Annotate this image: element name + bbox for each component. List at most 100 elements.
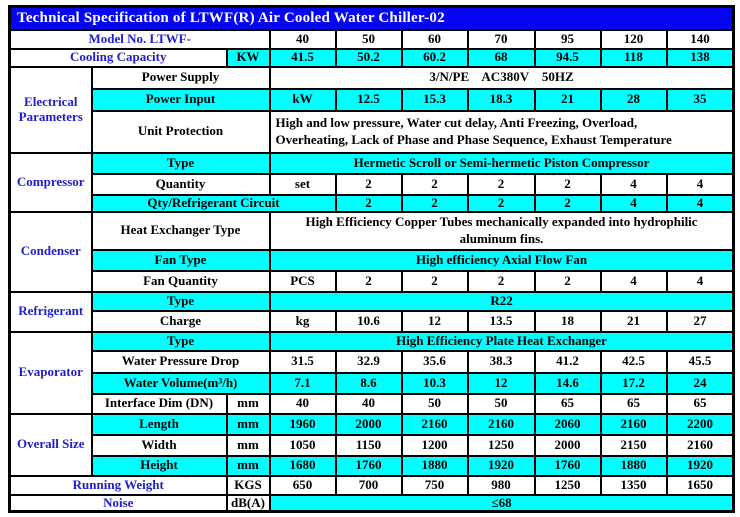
heat-exchanger-type-value: High Efficiency Copper Tubes mechanicall… — [268, 210, 735, 251]
cooling-capacity-value: 50.2 — [334, 47, 403, 68]
row-compressor-type: Compressor Type Hermetic Scroll or Semi-… — [8, 151, 735, 213]
length-unit: mm — [225, 412, 271, 436]
row-cooling-capacity: Cooling Capacity KW 41.5 50.2 60.2 68 94… — [8, 47, 735, 68]
row-compressor-quantity: Quantity set 2 2 2 2 4 4 4 — [10, 172, 735, 196]
water-pressure-drop-value: 32.9 — [334, 349, 403, 374]
power-input-value: 12.5 — [334, 87, 403, 112]
model-value: 60 — [400, 28, 469, 50]
power-input-value: 28 — [599, 87, 668, 112]
model-label: Model No. LTWF- — [8, 28, 271, 50]
height-value: 1920 — [665, 454, 735, 477]
qty-refrigerant-circuit-label: Qty/Refrigerant Circuit — [90, 193, 337, 213]
refrigerant-type-label: Type — [90, 290, 271, 312]
water-pressure-drop-value: 41.2 — [533, 349, 602, 374]
width-value: 1050 — [268, 433, 337, 457]
row-running-weight: Running Weight KGS 650 700 750 980 1250 … — [8, 474, 735, 496]
row-fan-type: Fan Type High efficiency Axial Flow Fan — [10, 248, 735, 272]
qty-refrigerant-circuit-value: 2 — [334, 193, 403, 213]
group-compressor: Compressor — [8, 151, 93, 213]
length-value: 2160 — [400, 412, 469, 436]
length-label: Length — [90, 412, 228, 436]
row-height: Height mm 1680 1760 1880 1920 1760 1880 … — [10, 454, 735, 477]
row-noise: Noise dB(A) ≤68 — [8, 493, 735, 513]
qty-refrigerant-circuit-value: 2 — [466, 193, 536, 213]
interface-dim-value: 50 — [466, 392, 536, 415]
group-electrical-parameters: Electrical Parameters — [8, 65, 93, 154]
unit-protection-line1: High and low pressure, Water cut delay, … — [275, 114, 638, 130]
refrigerant-charge-value: 13.5 — [466, 309, 536, 333]
unit-protection-label: Unit Protection — [90, 109, 271, 154]
width-value: 1150 — [334, 433, 403, 457]
noise-unit: dB(A) — [225, 493, 271, 513]
fan-quantity-value: 4 — [665, 269, 735, 293]
row-heat-exchanger-type: Condenser Heat Exchanger Type High Effic… — [8, 210, 735, 293]
power-input-value: 21 — [533, 87, 602, 112]
length-value: 2160 — [599, 412, 668, 436]
interface-dim-value: 40 — [268, 392, 337, 415]
cooling-capacity-value: 41.5 — [268, 47, 337, 68]
title-row: Technical Specification of LTWF(R) Air C… — [8, 5, 735, 31]
length-value: 1960 — [268, 412, 337, 436]
qty-refrigerant-circuit-value: 4 — [665, 193, 735, 213]
water-pressure-drop-label: Water Pressure Drop — [90, 349, 271, 374]
compressor-quantity-value: 4 — [665, 172, 735, 196]
height-value: 1880 — [400, 454, 469, 477]
width-value: 2160 — [665, 433, 735, 457]
unit-protection-value: High and low pressure, Water cut delay, … — [268, 109, 735, 154]
height-value: 1760 — [334, 454, 403, 477]
water-volume-value: 24 — [665, 371, 735, 395]
qty-refrigerant-circuit-value: 4 — [599, 193, 668, 213]
heat-exchanger-line1: High Efficiency Copper Tubes mechanicall… — [305, 213, 698, 229]
cooling-capacity-value: 118 — [599, 47, 668, 68]
height-label: Height — [90, 454, 228, 477]
row-power-supply: Electrical Parameters Power Supply 3/N/P… — [8, 65, 735, 154]
refrigerant-charge-value: 21 — [599, 309, 668, 333]
refrigerant-charge-value: 10.6 — [334, 309, 403, 333]
fan-quantity-value: 2 — [334, 269, 403, 293]
water-pressure-drop-value: 31.5 — [268, 349, 337, 374]
running-weight-label: Running Weight — [8, 474, 228, 496]
row-water-pressure-drop: Water Pressure Drop 31.5 32.9 35.6 38.3 … — [10, 349, 735, 374]
qty-refrigerant-circuit-value: 2 — [400, 193, 469, 213]
model-value: 140 — [665, 28, 735, 50]
refrigerant-charge-unit: kg — [268, 309, 337, 333]
water-pressure-drop-value: 38.3 — [466, 349, 536, 374]
cooling-capacity-value: 94.5 — [533, 47, 602, 68]
compressor-type-value: Hermetic Scroll or Semi-hermetic Piston … — [268, 151, 735, 175]
compressor-quantity-value: 4 — [599, 172, 668, 196]
water-volume-label: Water Volume(m³/h) — [90, 371, 271, 395]
running-weight-value: 650 — [268, 474, 337, 496]
water-volume-value: 14.6 — [533, 371, 602, 395]
water-pressure-drop-value: 35.6 — [400, 349, 469, 374]
running-weight-value: 980 — [466, 474, 536, 496]
water-volume-value: 17.2 — [599, 371, 668, 395]
group-evaporator: Evaporator — [8, 330, 93, 415]
height-value: 1760 — [533, 454, 602, 477]
interface-dim-value: 50 — [400, 392, 469, 415]
noise-value: ≤68 — [268, 493, 735, 513]
cooling-capacity-unit: KW — [225, 47, 271, 68]
compressor-quantity-unit: set — [268, 172, 337, 196]
interface-dim-value: 65 — [665, 392, 735, 415]
height-value: 1880 — [599, 454, 668, 477]
height-unit: mm — [225, 454, 271, 477]
model-value: 95 — [533, 28, 602, 50]
compressor-quantity-value: 2 — [466, 172, 536, 196]
fan-quantity-value: 4 — [599, 269, 668, 293]
fan-quantity-unit: PCS — [268, 269, 337, 293]
running-weight-value: 700 — [334, 474, 403, 496]
row-water-volume: Water Volume(m³/h) 7.1 8.6 10.3 12 14.6 … — [10, 371, 735, 395]
height-value: 1920 — [466, 454, 536, 477]
length-value: 2160 — [466, 412, 536, 436]
compressor-quantity-label: Quantity — [90, 172, 271, 196]
length-value: 2000 — [334, 412, 403, 436]
interface-dim-value: 65 — [599, 392, 668, 415]
width-value: 2000 — [533, 433, 602, 457]
interface-dim-value: 65 — [533, 392, 602, 415]
model-value: 40 — [268, 28, 337, 50]
row-qty-refrigerant-circuit: Qty/Refrigerant Circuit 2 2 2 2 4 4 4 — [10, 193, 735, 213]
interface-dim-unit: mm — [225, 392, 271, 415]
fan-quantity-value: 2 — [400, 269, 469, 293]
height-value: 1680 — [268, 454, 337, 477]
running-weight-value: 1650 — [665, 474, 735, 496]
